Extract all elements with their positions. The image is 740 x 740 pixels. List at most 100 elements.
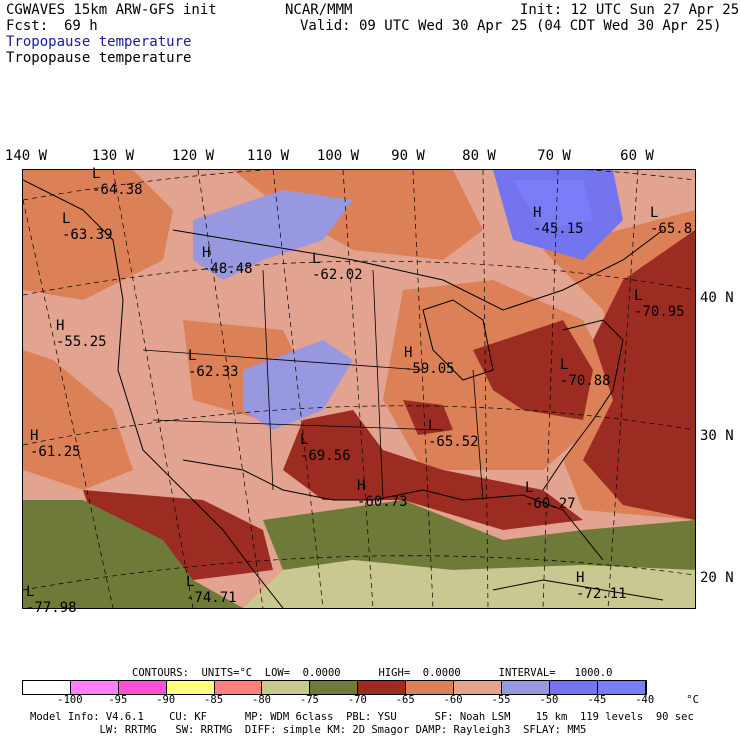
field-region-mexico-red [83,490,273,580]
graticule-line-lon-60w [607,170,639,608]
model-info-line1: Model Info: V4.6.1 CU: KF MP: WDM 6class… [30,711,694,723]
lon-label-140w: 140 W [4,148,48,164]
east-coastline [542,319,624,491]
graticule-line-lat-30n [23,405,695,446]
color-swatch [310,681,359,694]
model-title: CGWAVES 15km ARW-GFS init [6,2,217,18]
field-region-atlantic-red [583,230,695,520]
lon-label-80w: 80 W [462,148,496,164]
marker-high: H -48.48 [202,245,253,277]
color-swatch [70,681,119,694]
color-swatch [549,681,598,694]
us-canada-border [172,229,664,311]
field-region-caribbean-olive [263,500,695,570]
graticule [23,170,695,608]
field-region-appalachian-red [473,320,593,420]
lat-label-20n: 20 N [700,570,734,586]
marker-low: L -63.39 [62,211,113,243]
org-label: NCAR/MMM [285,2,353,18]
marker-low: L -77.98 [26,584,77,616]
color-swatch [118,681,167,694]
valid-time: Valid: 09 UTC Wed 30 Apr 25 (04 CDT Wed … [300,18,722,34]
marker-high: H -60.73 [357,478,408,510]
lon-label-110w: 110 W [246,148,290,164]
lon-label-90w: 90 W [391,148,425,164]
color-scale-bar [22,680,647,695]
model-info-line2: LW: RRTMG SW: RRTMG DIFF: simple KM: 2D … [30,724,587,736]
lon-label-60w: 60 W [620,148,654,164]
lon-label-130w: 130 W [91,148,135,164]
init-time: Init: 12 UTC Sun 27 Apr 25 [520,2,740,18]
marker-low: L -62.33 [188,348,239,380]
color-scale-tick: -85 [204,694,224,706]
lon-label-120w: 120 W [171,148,215,164]
field-region-west-orange [23,350,133,490]
graticule-line-lon-100w [342,170,374,608]
cuba-outline [492,579,664,601]
field-region-plains-lavender [243,340,353,430]
color-swatch [214,681,263,694]
marker-low: L -60.27 [525,480,576,512]
marker-low: L -70.88 [560,357,611,389]
graticule-line-lon-140w [23,199,114,608]
graticule-line-lat-40n [23,260,695,296]
marker-low: L -70.95 [634,288,685,320]
color-swatch [406,681,455,694]
marker-low: L -65.8 [650,205,693,237]
marker-low: L -64.38 [92,166,143,198]
color-scale-tick: -75 [299,694,319,706]
color-swatch [23,681,71,694]
graticule-line-lat-20n [23,555,695,591]
graticule-line-lon-80w [482,170,489,608]
color-scale-tick: -90 [156,694,176,706]
color-scale-tick: °C [686,694,699,706]
contours-info: CONTOURS: UNITS=°C LOW= 0.0000 HIGH= 0.0… [132,667,613,679]
lon-label-70w: 70 W [537,148,571,164]
color-swatch [454,681,502,694]
field-region-south-light [243,560,695,608]
marker-high: H -72.11 [576,570,627,602]
color-swatch [262,681,311,694]
color-scale-tick: -60 [443,694,463,706]
temperature-map [23,170,695,608]
field-region-rockies-lavender [193,190,353,280]
color-scale-tick: -65 [395,694,415,706]
graticule-line-lon-120w [197,170,264,608]
marker-high: H -61.25 [30,428,81,460]
graticule-line-lon-130w [112,170,194,608]
color-scale-tick: -55 [491,694,511,706]
graticule-line-lon-70w [542,170,559,608]
state-borders [142,269,484,501]
field-title-blue: Tropopause temperature [6,34,192,50]
color-swatch [597,681,646,694]
field-title: Tropopause temperature [6,50,192,66]
lat-label-40n: 40 N [700,290,734,306]
field-region-nw-orange [23,170,173,300]
color-scale-tick: -95 [108,694,128,706]
color-swatch [358,681,407,694]
marker-high: H -59.05 [404,345,455,377]
map-panel [22,169,696,609]
color-scale-tick: -45 [587,694,607,706]
west-coastline [23,179,284,608]
color-swatch [501,681,550,694]
graticule-line-lat-50n [23,170,695,201]
field-region-quebec-core [513,180,593,230]
marker-low: L -62.02 [312,251,363,283]
lon-label-100w: 100 W [316,148,360,164]
color-scale-tick: -40 [635,694,655,706]
forecast-label: Fcst: [6,18,49,34]
graticule-line-lon-90w [412,170,434,608]
lat-label-30n: 30 N [700,428,734,444]
color-scale-tick: -70 [347,694,367,706]
marker-high: H -45.15 [533,205,584,237]
great-lakes-outline [422,299,494,381]
color-scale-tick: -80 [252,694,271,706]
field-region-ohio-red [403,400,453,435]
color-scale-tick: -50 [539,694,559,706]
color-scale-tick: -100 [57,694,83,706]
marker-high: H -55.25 [56,318,107,350]
marker-low: L -69.56 [300,432,351,464]
graticule-line-lon-110w [272,170,324,608]
forecast-hour: 69 h [64,18,98,34]
